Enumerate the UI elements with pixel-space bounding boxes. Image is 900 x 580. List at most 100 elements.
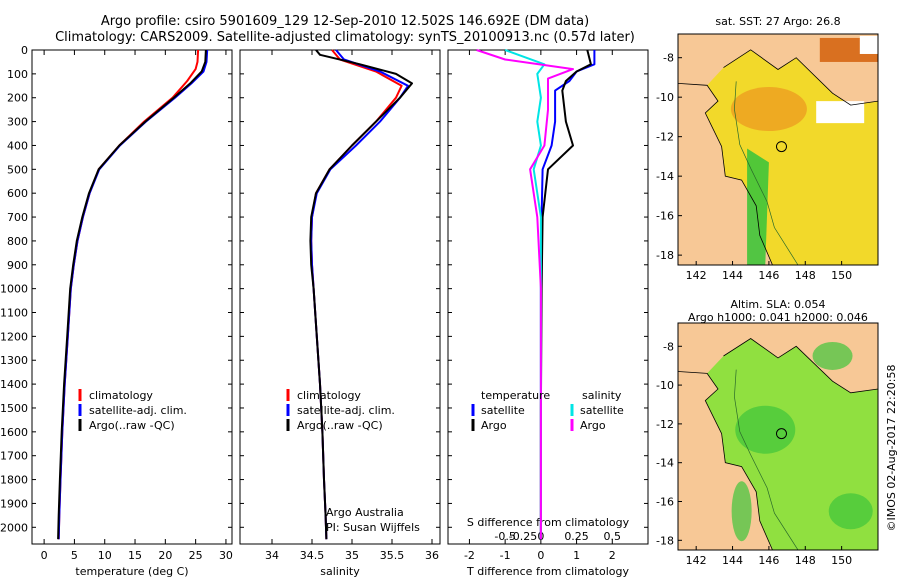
legend-label: Argo(..raw -QC) — [297, 419, 383, 432]
series-line — [539, 49, 592, 540]
y-tick-label: 1300 — [0, 354, 28, 367]
x-tick-label: 20 — [158, 549, 172, 562]
legend-title: temperature — [481, 389, 550, 402]
map-y-tick-label: -12 — [656, 131, 674, 144]
panel-label-line-2: PI: Susan Wijffels — [326, 521, 420, 534]
x-tick-label: 34 — [265, 549, 279, 562]
map-y-tick-label: -12 — [656, 418, 674, 431]
warm-patch — [730, 87, 807, 132]
map-y-tick-label: -18 — [656, 534, 674, 547]
depth-contour — [734, 81, 799, 265]
map-y-tick-label: -8 — [663, 52, 674, 65]
missing-data — [816, 101, 865, 124]
sea-field — [705, 338, 878, 550]
coastline — [678, 371, 773, 550]
x-tick-label: 0 — [537, 549, 544, 562]
x-tick-label: 15 — [128, 549, 142, 562]
profile-panels: 0 5 10 15 20 25 300100200300400500600700800900… — [0, 44, 649, 578]
series-line — [539, 50, 596, 540]
x-tick-label: 5 — [71, 549, 78, 562]
map-title: Altim. SLA: 0.054 — [730, 298, 825, 311]
map-y-tick-label: -8 — [663, 340, 674, 353]
x-axis-label: salinity — [320, 565, 360, 578]
map-x-tick-label: 142 — [686, 269, 707, 282]
legend-label: satellite — [481, 404, 525, 417]
coastline-north — [723, 338, 878, 394]
x-axis-label-top: S difference from climatology — [467, 516, 630, 529]
panel-salinity: 34 34.5 35 35.5 36 salinity climatology satelli… — [239, 49, 441, 578]
series-line — [57, 49, 200, 540]
panel-label-line-1: Argo Australia — [326, 506, 404, 519]
panel-frame — [239, 49, 441, 545]
series-line — [57, 49, 207, 540]
series-line — [310, 49, 403, 540]
map-title-2: Argo h1000: 0.041 h2000: 0.046 — [688, 311, 868, 324]
legend-label: satellite — [580, 404, 624, 417]
y-tick-label: 700 — [7, 211, 28, 224]
legend-label: Argo — [481, 419, 507, 432]
map-x-tick-label: 148 — [795, 269, 816, 282]
x-axis-label: temperature (deg C) — [75, 565, 188, 578]
y-tick-label: 800 — [7, 235, 28, 248]
y-tick-label: 100 — [7, 68, 28, 81]
map-y-tick-label: -14 — [656, 457, 674, 470]
coastline — [678, 83, 773, 265]
legend-label: satellite-adj. clim. — [297, 404, 395, 417]
panel-frame — [31, 49, 233, 545]
y-tick-label: 1900 — [0, 497, 28, 510]
legend-title: salinity — [582, 389, 622, 402]
map-x-tick-label: 144 — [722, 269, 743, 282]
y-tick-label: 0 — [21, 44, 28, 57]
y-tick-label: 2000 — [0, 521, 28, 534]
coastline-north — [723, 49, 878, 106]
map-field — [678, 34, 878, 265]
y-tick-label: 1600 — [0, 426, 28, 439]
sla-patch — [735, 405, 796, 454]
map-y-tick-label: -10 — [656, 91, 674, 104]
x-tick-label: 35.5 — [380, 549, 405, 562]
x-tick-label: 35 — [345, 549, 359, 562]
title-line-1: Argo profile: csiro 5901609_129 12-Sep-2… — [101, 14, 589, 29]
legend-label: Argo(..raw -QC) — [89, 419, 175, 432]
map-y-tick-label: -14 — [656, 170, 674, 183]
series-line — [309, 49, 413, 540]
sla-patch — [731, 481, 752, 542]
x-tick-label: -1 — [500, 549, 511, 562]
map-frame — [677, 322, 879, 551]
map-y-tick-label: -16 — [656, 210, 674, 223]
map-x-tick-label: 142 — [686, 554, 707, 567]
title-line-2: Climatology: CARS2009. Satellite-adjuste… — [55, 30, 635, 45]
x-tick-label: 25 — [189, 549, 203, 562]
x-axis-label: T difference from climatology — [466, 565, 629, 578]
y-tick-label: 1400 — [0, 378, 28, 391]
y-tick-label: 900 — [7, 259, 28, 272]
y-tick-label: 1200 — [0, 330, 28, 343]
x-tick-label: 30 — [219, 549, 233, 562]
x-tick-label: 2 — [609, 549, 616, 562]
map-y-tick-label: -18 — [656, 249, 674, 262]
panel-difference: -2 -1 0 1 2 T difference from climatology S di… — [447, 49, 649, 578]
map-title: sat. SST: 27 Argo: 26.8 — [715, 15, 840, 28]
x-tick-label: 34.5 — [300, 549, 325, 562]
profile-location-marker — [775, 141, 787, 153]
series-line — [476, 49, 574, 540]
cool-strip — [747, 148, 769, 265]
x-tick-label-top: 0.25 — [564, 530, 589, 543]
map-x-tick-label: 144 — [722, 554, 743, 567]
y-tick-label: 1700 — [0, 450, 28, 463]
series-line — [310, 49, 409, 540]
y-tick-label: 200 — [7, 92, 28, 105]
map-1: sat. SST: 27 Argo: 26.8 142 144 146 148 150 -8… — [656, 15, 879, 282]
maps: sat. SST: 27 Argo: 26.8 142 144 146 148 150 -8… — [656, 15, 879, 567]
legend-label: satellite-adj. clim. — [89, 404, 187, 417]
y-tick-label: 500 — [7, 163, 28, 176]
map-x-tick-label: 146 — [758, 554, 779, 567]
x-tick-label: 1 — [573, 549, 580, 562]
missing-data — [859, 35, 878, 54]
legend-label: climatology — [89, 389, 153, 402]
y-tick-label: 1000 — [0, 283, 28, 296]
y-tick-label: 1100 — [0, 307, 28, 320]
panel-frame — [447, 49, 649, 545]
